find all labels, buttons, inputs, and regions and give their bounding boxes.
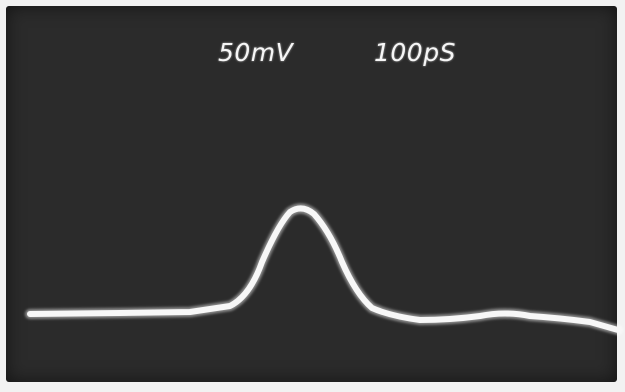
volts-per-div-readout: 50mV xyxy=(218,38,294,67)
time-per-div-readout: 100pS xyxy=(374,38,456,67)
waveform-line xyxy=(27,205,621,333)
oscilloscope-screen xyxy=(6,6,617,382)
